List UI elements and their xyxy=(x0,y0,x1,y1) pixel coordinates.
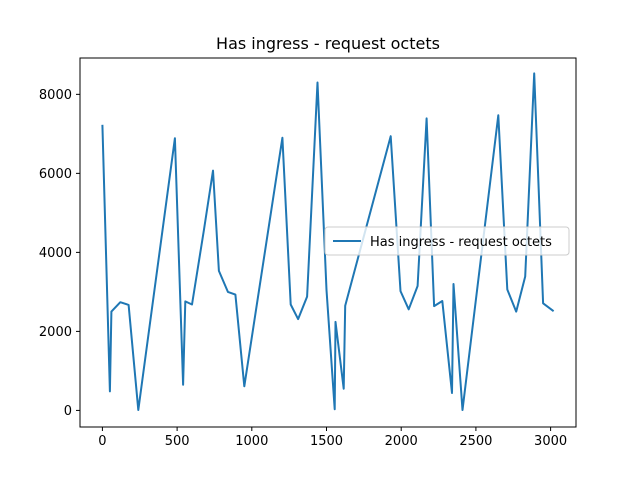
y-tick-label: 6000 xyxy=(39,167,72,182)
series-layer xyxy=(101,72,555,411)
legend-label: Has ingress - request octets xyxy=(370,235,552,250)
y-axis: 0 2000 4000 6000 8000 xyxy=(39,88,80,419)
y-tick-label: 0 xyxy=(64,404,72,419)
plot-frame xyxy=(79,57,577,428)
legend: Has ingress - request octets xyxy=(324,226,570,256)
x-tick-label: 2500 xyxy=(459,434,492,449)
x-tick-label: 0 xyxy=(98,434,106,449)
x-tick-label: 1500 xyxy=(310,434,343,449)
y-tick-label: 2000 xyxy=(39,325,72,340)
x-tick-label: 2000 xyxy=(385,434,418,449)
chart-title: Has ingress - request octets xyxy=(216,34,440,53)
x-axis: 0 500 1000 1500 2000 2500 3000 xyxy=(98,427,567,449)
legend-box xyxy=(324,226,570,256)
x-tick-label: 500 xyxy=(165,434,190,449)
x-tick-label: 3000 xyxy=(534,434,567,449)
y-tick-label: 8000 xyxy=(39,88,72,103)
series-line xyxy=(101,72,555,411)
x-tick-label: 1000 xyxy=(235,434,268,449)
y-tick-label: 4000 xyxy=(39,246,72,261)
